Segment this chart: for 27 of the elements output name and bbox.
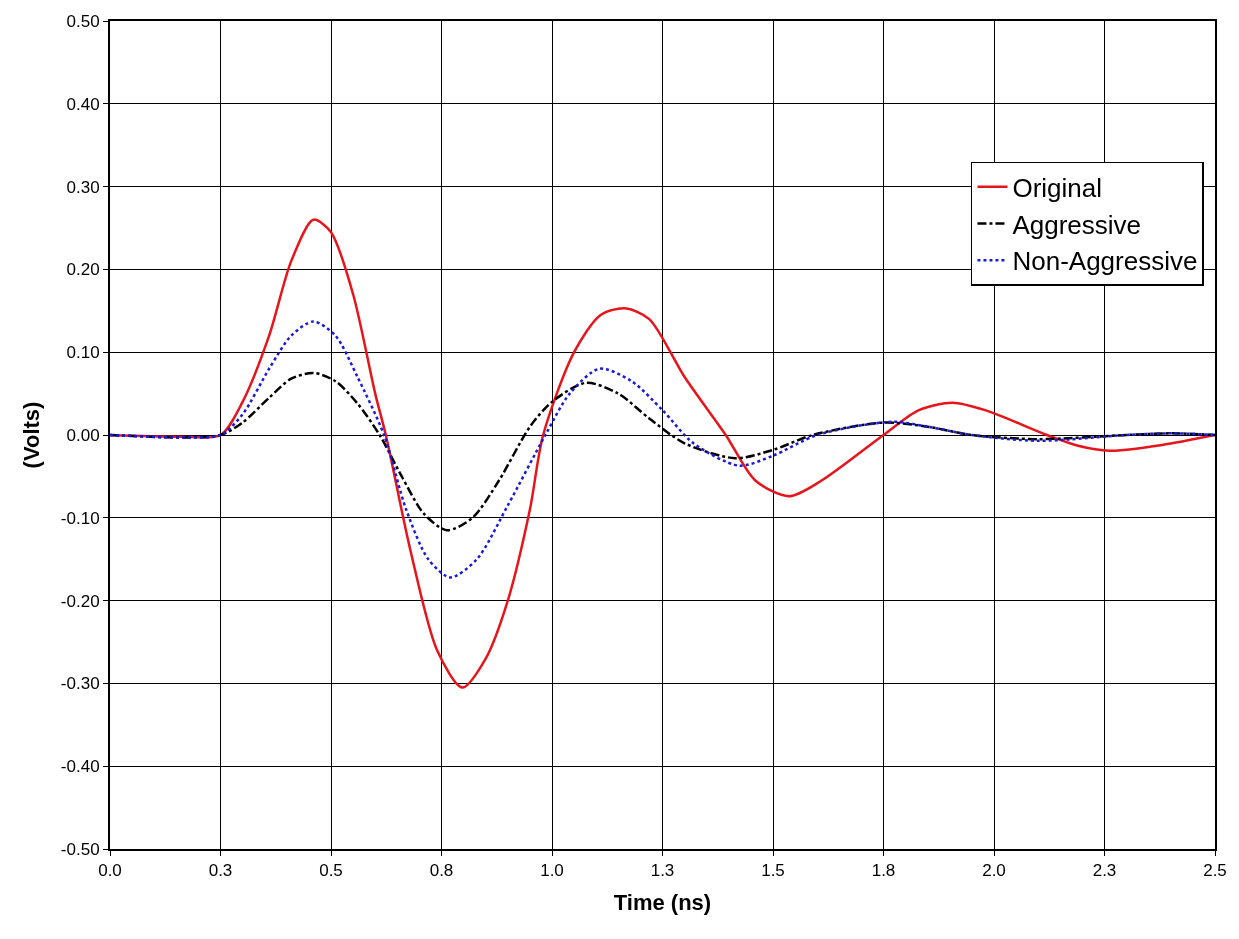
legend-label: Non-Aggressive <box>1012 246 1198 277</box>
x-tick-label: 1.0 <box>540 861 564 881</box>
legend-label: Aggressive <box>1012 209 1142 240</box>
legend-label: Original <box>1012 172 1103 203</box>
y-tick-label: -0.30 <box>60 674 100 694</box>
y-tick-label: 0.20 <box>66 260 100 280</box>
y-tick-label: -0.20 <box>60 591 100 611</box>
y-tick-label: 0.00 <box>66 425 100 445</box>
y-tick-label: 0.30 <box>66 177 100 197</box>
y-tick-label: -0.40 <box>60 757 100 777</box>
x-tick-label: 2.5 <box>1203 861 1227 881</box>
x-tick-label: 1.5 <box>761 861 785 881</box>
x-tick-label: 2.0 <box>982 861 1006 881</box>
x-tick-label: 2.3 <box>1092 861 1117 881</box>
y-tick-label: -0.10 <box>60 508 100 528</box>
y-tick-label: 0.50 <box>66 11 100 31</box>
y-tick-label: 0.10 <box>66 343 100 363</box>
x-tick-label: 0.3 <box>208 861 233 881</box>
x-tick-label: 1.3 <box>650 861 675 881</box>
x-tick-label: 0.8 <box>429 861 454 881</box>
x-axis-title: Time (ns) <box>613 889 712 915</box>
x-tick-label: 1.8 <box>871 861 896 881</box>
y-axis-title: (Volts) <box>19 401 45 469</box>
y-tick-label: 0.40 <box>66 94 100 114</box>
x-tick-label: 0.0 <box>98 861 122 881</box>
y-tick-label: -0.50 <box>60 839 100 859</box>
x-tick-label: 0.5 <box>319 861 343 881</box>
